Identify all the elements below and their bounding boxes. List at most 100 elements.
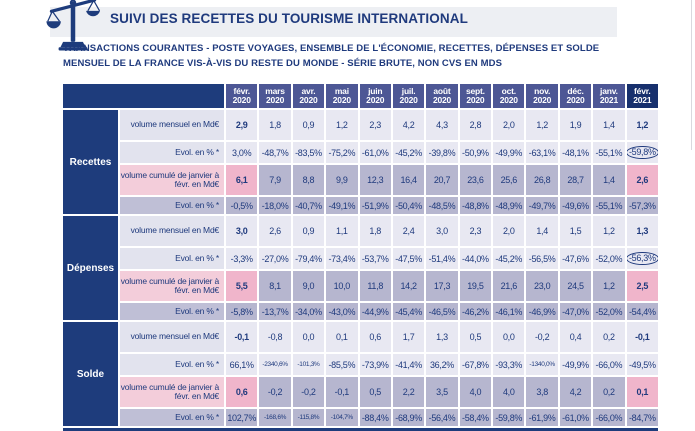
circled-value: -59,8%: [626, 146, 658, 159]
value-cell: -54,4%: [626, 303, 658, 320]
value-cell: -51,9%: [359, 197, 391, 214]
value-cell: -57,3%: [626, 197, 658, 214]
value-cell: -43,0%: [326, 303, 358, 320]
value-cell: 66,1%: [226, 354, 258, 375]
value-cell: -49,5%: [626, 354, 658, 375]
value-cell: 1,2: [326, 110, 358, 140]
value-cell: 2,9: [226, 110, 258, 140]
value-cell: -104,7%: [326, 409, 358, 426]
value-cell: 19,5: [459, 271, 492, 301]
value-cell: 1,4: [593, 110, 625, 140]
value-cell: 0,2: [593, 322, 625, 352]
value-cell: -61,0%: [559, 409, 592, 426]
group-label-recettes: Recettes: [63, 110, 118, 214]
value-cell: 1,7: [392, 322, 425, 352]
value-cell: -45,4%: [392, 303, 425, 320]
value-cell: -0,1: [226, 322, 258, 352]
value-cell: 3,8: [526, 377, 558, 407]
column-header-juil.2020: juil. 2020: [392, 84, 425, 108]
value-cell: -59,8%: [626, 142, 658, 163]
value-cell: -101,3%: [292, 354, 325, 375]
value-cell: -48,1%: [559, 142, 592, 163]
value-cell: 1,4: [526, 216, 558, 246]
value-cell: 2,6: [626, 165, 658, 195]
value-cell: 1,9: [559, 110, 592, 140]
value-cell: -0,5%: [226, 197, 258, 214]
value-cell: -1340,0%: [526, 354, 558, 375]
value-cell: -93,3%: [493, 354, 525, 375]
value-cell: 17,3: [426, 271, 458, 301]
value-cell: -58,4%: [459, 409, 492, 426]
value-cell: -3,3%: [226, 248, 258, 269]
value-cell: -61,9%: [526, 409, 558, 426]
value-cell: -52,0%: [593, 303, 625, 320]
circled-value: -56,3%: [626, 252, 658, 265]
value-cell: 0,2: [593, 377, 625, 407]
value-cell: -85,5%: [326, 354, 358, 375]
column-header-juin2020: juin 2020: [359, 84, 391, 108]
value-cell: 3,0: [426, 216, 458, 246]
value-cell: 0,6: [226, 377, 258, 407]
page-subtitle: TRANSACTIONS COURANTES - POSTE VOYAGES, …: [63, 42, 643, 71]
row-label: volume cumulé de janvier à févr. en Md€: [120, 271, 224, 301]
value-cell: 24,5: [559, 271, 592, 301]
value-cell: 9,0: [292, 271, 325, 301]
value-cell: 2,4: [392, 216, 425, 246]
group-recettes: Recettes volume mensuel en Md€ 2,9 1,8 0,9 1,…: [63, 110, 658, 214]
value-cell: -79,4%: [292, 248, 325, 269]
value-cell: 6,1: [226, 165, 258, 195]
value-cell: -84,7%: [626, 409, 658, 426]
value-cell: 3,0: [226, 216, 258, 246]
row-label: volume cumulé de janvier à févr. en Md€: [120, 165, 224, 195]
value-cell: 14,2: [392, 271, 425, 301]
row-label: volume mensuel en Md€: [120, 110, 224, 140]
value-cell: 0,4: [559, 322, 592, 352]
value-cell: 2,8: [459, 110, 492, 140]
value-cell: -50,4%: [392, 197, 425, 214]
value-cell: -168,6%: [259, 409, 291, 426]
value-cell: 10,0: [326, 271, 358, 301]
column-header-oct.2020: oct. 2020: [493, 84, 525, 108]
value-cell: -0,2: [259, 377, 291, 407]
value-cell: -66,0%: [593, 354, 625, 375]
value-cell: 11,8: [359, 271, 391, 301]
value-cell: 9,9: [326, 165, 358, 195]
value-cell: -59,8%: [493, 409, 525, 426]
value-cell: -52,0%: [593, 248, 625, 269]
value-cell: 5,5: [226, 271, 258, 301]
value-cell: -2340,6%: [259, 354, 291, 375]
value-cell: 2,5: [626, 271, 658, 301]
value-cell: -34,0%: [292, 303, 325, 320]
value-cell: 2,3: [459, 216, 492, 246]
value-cell: 8,8: [292, 165, 325, 195]
value-cell: 23,0: [526, 271, 558, 301]
value-cell: -66,0%: [593, 409, 625, 426]
title-band: [50, 7, 617, 37]
column-header-nov.2020: nov. 2020: [526, 84, 558, 108]
group-label-solde: Solde: [63, 322, 118, 426]
value-cell: 16,4: [392, 165, 425, 195]
value-cell: -56,4%: [426, 409, 458, 426]
value-cell: -48,7%: [259, 142, 291, 163]
value-cell: -0,2: [526, 322, 558, 352]
value-cell: 2,6: [259, 216, 291, 246]
column-header-févr.2020: févr. 2020: [226, 84, 258, 108]
value-cell: 25,6: [493, 165, 525, 195]
value-cell: -0,2: [292, 377, 325, 407]
value-cell: 1,2: [526, 110, 558, 140]
value-cell: -47,6%: [559, 248, 592, 269]
value-cell: 102,7%: [226, 409, 258, 426]
value-cell: 28,7: [559, 165, 592, 195]
value-cell: 4,2: [392, 110, 425, 140]
value-cell: -46,9%: [526, 303, 558, 320]
value-cell: -83,5%: [292, 142, 325, 163]
value-cell: 1,3: [426, 322, 458, 352]
value-cell: 0,1: [626, 377, 658, 407]
value-cell: 26,8: [526, 165, 558, 195]
value-cell: 3,5: [426, 377, 458, 407]
column-header-avr.2020: avr. 2020: [292, 84, 325, 108]
value-cell: 1,3: [626, 216, 658, 246]
value-cell: 7,9: [259, 165, 291, 195]
value-cell: 8,1: [259, 271, 291, 301]
value-cell: -46,2%: [459, 303, 492, 320]
